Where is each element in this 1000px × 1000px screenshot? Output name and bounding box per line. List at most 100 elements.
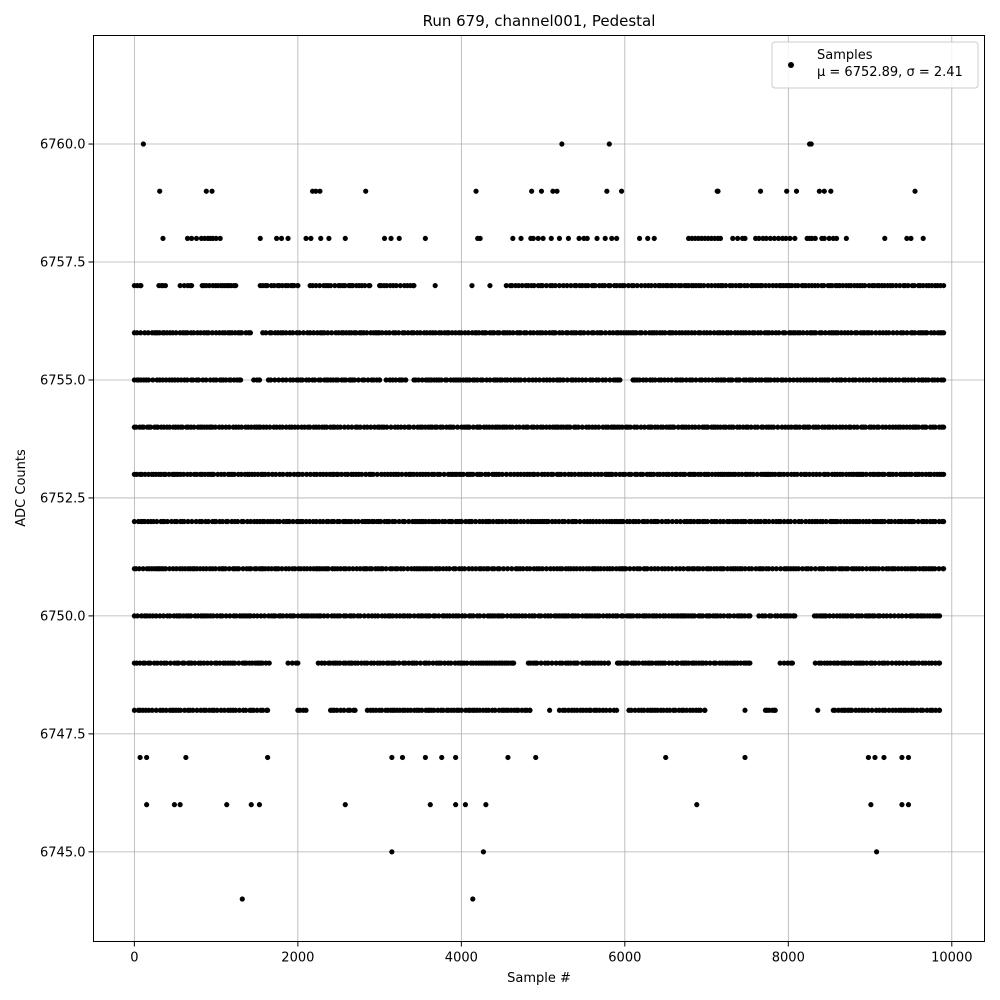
data-point: [527, 707, 533, 713]
data-point: [596, 518, 603, 525]
data-point: [232, 707, 239, 713]
data-point: [192, 660, 198, 666]
data-point: [150, 377, 156, 383]
data-point: [652, 377, 658, 383]
data-point: [717, 235, 724, 242]
data-point: [899, 613, 905, 619]
data-point: [470, 896, 476, 902]
data-point: [265, 754, 271, 761]
data-point: [913, 566, 919, 572]
data-point: [863, 471, 869, 477]
data-point: [607, 282, 613, 289]
data-point: [177, 802, 183, 808]
data-point: [792, 235, 798, 242]
data-point: [775, 424, 781, 430]
data-point: [826, 613, 833, 619]
data-point: [531, 282, 537, 289]
data-point: [174, 518, 180, 525]
data-point: [620, 518, 626, 525]
data-point: [830, 377, 836, 383]
data-point: [442, 518, 448, 525]
data-point: [634, 424, 640, 430]
data-point: [280, 471, 286, 477]
data-point: [485, 471, 491, 477]
data-point: [438, 660, 444, 666]
data-point: [535, 235, 541, 242]
data-point: [889, 377, 895, 383]
data-point: [683, 377, 689, 383]
data-point: [153, 613, 159, 619]
data-point: [545, 660, 551, 666]
data-point: [908, 235, 914, 242]
y-tick-label: 6752.5: [40, 491, 86, 506]
data-point: [444, 377, 450, 383]
data-point: [729, 377, 735, 383]
data-point: [338, 471, 345, 477]
data-point: [411, 424, 417, 430]
data-point: [462, 566, 468, 572]
data-point: [225, 518, 231, 525]
data-point: [920, 235, 926, 242]
data-point: [487, 377, 493, 383]
data-point: [838, 377, 845, 383]
data-point: [812, 566, 818, 572]
data-point: [295, 660, 301, 666]
data-point: [505, 566, 511, 572]
data-point: [357, 424, 363, 430]
data-point: [788, 518, 794, 525]
data-point: [692, 330, 698, 336]
data-point: [453, 802, 459, 808]
data-point: [219, 424, 225, 430]
data-point: [296, 330, 302, 336]
data-point: [480, 849, 487, 855]
data-point: [929, 660, 935, 666]
data-point: [793, 188, 800, 194]
data-point: [623, 566, 629, 572]
data-point: [651, 471, 657, 477]
y-tick-label: 6745.0: [40, 845, 86, 860]
data-point: [188, 235, 195, 242]
data-point: [291, 613, 297, 619]
data-point: [539, 566, 546, 572]
data-point: [772, 707, 778, 713]
data-point: [621, 282, 627, 289]
data-point: [748, 518, 755, 525]
data-point: [393, 377, 399, 383]
data-point: [835, 660, 841, 666]
legend-marker: [788, 62, 794, 68]
data-point: [532, 613, 538, 619]
data-point: [232, 660, 238, 666]
data-point: [642, 330, 649, 336]
data-point: [167, 424, 173, 430]
data-point: [703, 660, 709, 666]
data-point: [477, 613, 483, 619]
data-point: [727, 613, 733, 619]
data-point: [411, 613, 417, 619]
data-point: [440, 707, 446, 713]
data-point: [290, 518, 296, 525]
data-point: [720, 566, 727, 572]
data-point: [715, 188, 721, 194]
data-point: [869, 707, 875, 713]
data-point: [757, 188, 764, 194]
data-point: [272, 377, 278, 383]
data-point: [565, 235, 572, 242]
data-point: [380, 660, 386, 666]
data-point: [644, 566, 650, 572]
data-point: [583, 377, 589, 383]
data-point: [825, 471, 831, 477]
data-point: [460, 471, 466, 477]
data-point: [543, 282, 550, 289]
data-point: [392, 518, 398, 525]
data-point: [313, 282, 319, 289]
data-point: [796, 424, 803, 430]
data-point: [145, 330, 151, 336]
data-point: [464, 660, 470, 666]
data-point: [209, 188, 215, 194]
data-point: [283, 377, 289, 383]
data-point: [254, 613, 260, 619]
data-point: [290, 330, 296, 336]
data-point: [693, 377, 699, 383]
data-point: [781, 660, 787, 666]
data-point: [265, 471, 272, 477]
